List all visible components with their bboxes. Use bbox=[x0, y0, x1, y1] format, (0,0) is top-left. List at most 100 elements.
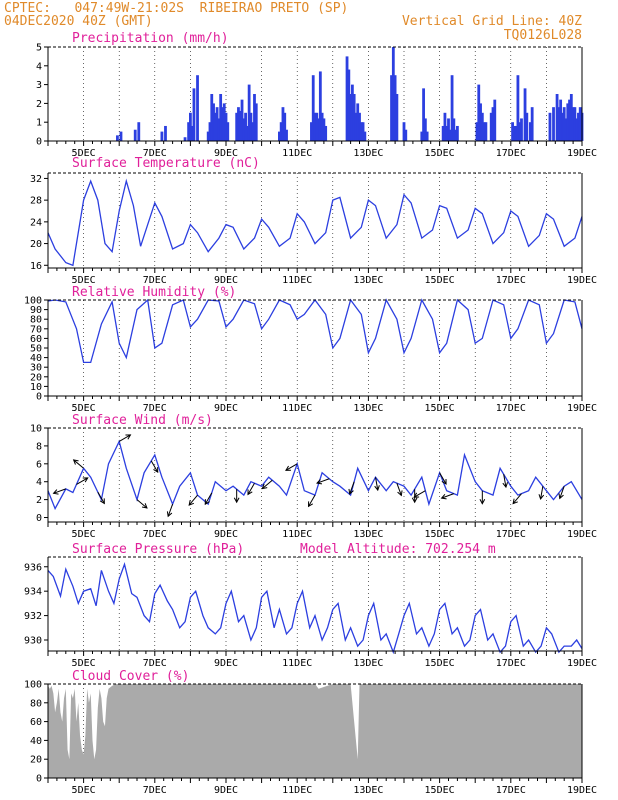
precipitation-bar bbox=[555, 94, 559, 141]
wind-arrow bbox=[261, 479, 273, 490]
precipitation-bar bbox=[347, 69, 351, 141]
precipitation-x-tick-label: 13DEC bbox=[353, 148, 383, 159]
wind-arrow bbox=[285, 463, 298, 471]
precipitation-bar bbox=[448, 129, 452, 141]
precipitation-bar bbox=[283, 112, 287, 141]
precipitation-bar bbox=[253, 94, 256, 141]
humidity-x-tick-label: 17DEC bbox=[496, 403, 526, 414]
cloud-cover-title: Cloud Cover (%) bbox=[72, 669, 189, 684]
precipitation-bar bbox=[358, 112, 361, 141]
precipitation-bar bbox=[484, 122, 488, 141]
humidity-y-tick-label: 90 bbox=[30, 305, 42, 316]
cloud-cover-x-tick-label: 15DEC bbox=[425, 785, 455, 796]
precipitation-bar bbox=[137, 122, 141, 141]
wind-panel: Surface Wind (m/s) 0 2 4 6 8 10 5DEC 7DEC 9DEC 11D… bbox=[30, 413, 597, 540]
humidity-y-tick-label: 100 bbox=[24, 296, 42, 307]
precipitation-bar bbox=[317, 118, 320, 141]
wind-arrow bbox=[348, 481, 355, 495]
precipitation-bar bbox=[240, 99, 244, 141]
precipitation-bar bbox=[578, 107, 582, 141]
precipitation-bar bbox=[212, 103, 215, 141]
wind-x-tick-label: 11DEC bbox=[282, 529, 312, 540]
precipitation-bar bbox=[226, 122, 230, 141]
precipitation-bar bbox=[447, 118, 450, 141]
precipitation-bar bbox=[285, 129, 288, 141]
precipitation-bar bbox=[133, 129, 137, 141]
header-vertical-grid: Vertical Grid Line: 40Z bbox=[402, 14, 582, 29]
precipitation-bar bbox=[520, 118, 523, 141]
wind-arrow bbox=[136, 499, 148, 509]
precipitation-x-tick-label: 5DEC bbox=[72, 148, 96, 159]
cloud-cover-x-tick-label: 11DEC bbox=[282, 785, 312, 796]
temperature-x-tick-label: 15DEC bbox=[425, 275, 455, 286]
precipitation-bar bbox=[281, 107, 285, 141]
precipitation-bar bbox=[493, 99, 497, 141]
wind-y-tick-label: 4 bbox=[36, 477, 42, 488]
precipitation-bar bbox=[206, 131, 210, 141]
temperature-x-tick-label: 17DEC bbox=[496, 275, 526, 286]
wind-y-tick-label: 6 bbox=[36, 459, 42, 470]
precipitation-bar bbox=[391, 47, 395, 141]
precipitation-bar bbox=[311, 75, 315, 141]
precipitation-bar bbox=[552, 107, 555, 141]
humidity-y-tick-label: 80 bbox=[30, 315, 42, 326]
precipitation-bar bbox=[279, 122, 283, 141]
cloud-cover-x-tick-label: 19DEC bbox=[567, 785, 597, 796]
precipitation-bar bbox=[315, 112, 319, 141]
wind-arrow bbox=[502, 474, 509, 489]
precipitation-bar bbox=[324, 125, 328, 141]
pressure-x-tick-label: 11DEC bbox=[282, 658, 312, 669]
precipitation-bar bbox=[479, 103, 482, 141]
humidity-y-tick-label: 60 bbox=[30, 334, 42, 345]
humidity-y-tick-label: 30 bbox=[30, 363, 42, 374]
precipitation-bar bbox=[516, 75, 520, 141]
precipitation-bar bbox=[425, 131, 429, 141]
precipitation-bar bbox=[491, 107, 495, 141]
wind-arrow bbox=[97, 491, 105, 505]
humidity-line bbox=[47, 298, 583, 364]
header-model: TQ0126L028 bbox=[504, 28, 582, 43]
precipitation-bar bbox=[354, 112, 358, 141]
wind-arrow bbox=[166, 503, 174, 518]
temperature-title: Surface Temperature (nC) bbox=[72, 156, 260, 171]
header-station: CPTEC: 047:49W-21:02S RIBEIRAO PRETO (SP… bbox=[4, 1, 348, 16]
precipitation-bar bbox=[450, 75, 454, 141]
precipitation-bar bbox=[482, 122, 486, 141]
pressure-x-tick-label: 13DEC bbox=[353, 658, 383, 669]
precipitation-bar bbox=[313, 112, 317, 141]
pressure-x-tick-label: 7DEC bbox=[143, 658, 167, 669]
humidity-y-tick-label: 20 bbox=[30, 372, 42, 383]
pressure-x-tick-label: 17DEC bbox=[496, 658, 526, 669]
wind-title: Surface Wind (m/s) bbox=[72, 413, 213, 428]
precipitation-bar bbox=[213, 112, 217, 141]
pressure-y-tick-label: 932 bbox=[24, 611, 42, 622]
precipitation-bar bbox=[562, 107, 566, 141]
precipitation-y-tick-label: 3 bbox=[36, 80, 42, 91]
precipitation-bar bbox=[320, 112, 324, 141]
temperature-y-tick-label: 28 bbox=[30, 196, 42, 207]
precipitation-bar bbox=[393, 75, 397, 141]
wind-arrow bbox=[396, 483, 403, 497]
precipitation-x-tick-label: 9DEC bbox=[214, 148, 238, 159]
precipitation-bar bbox=[352, 94, 356, 141]
temperature-x-tick-label: 11DEC bbox=[282, 275, 312, 286]
humidity-x-tick-label: 7DEC bbox=[143, 403, 167, 414]
humidity-x-tick-label: 11DEC bbox=[282, 403, 312, 414]
wind-arrow bbox=[118, 434, 132, 442]
wind-x-tick-label: 9DEC bbox=[214, 529, 238, 540]
precipitation-bar bbox=[349, 94, 352, 141]
wind-arrow bbox=[233, 489, 240, 504]
precipitation-bar bbox=[219, 94, 223, 141]
precipitation-bar bbox=[441, 125, 445, 141]
precipitation-bar bbox=[278, 131, 281, 141]
temperature-line bbox=[47, 178, 583, 267]
precipitation-bar bbox=[247, 84, 251, 141]
temperature-x-tick-label: 13DEC bbox=[353, 275, 383, 286]
temperature-panel: Surface Temperature (nC) 16 20 24 28 32 5DEC 7D… bbox=[30, 156, 597, 286]
wind-x-tick-label: 5DEC bbox=[72, 529, 96, 540]
precipitation-bar bbox=[557, 107, 561, 141]
precipitation-bar bbox=[445, 125, 449, 141]
humidity-y-tick-label: 70 bbox=[30, 324, 42, 335]
precipitation-bar bbox=[489, 112, 493, 141]
precipitation-bar bbox=[571, 107, 575, 141]
